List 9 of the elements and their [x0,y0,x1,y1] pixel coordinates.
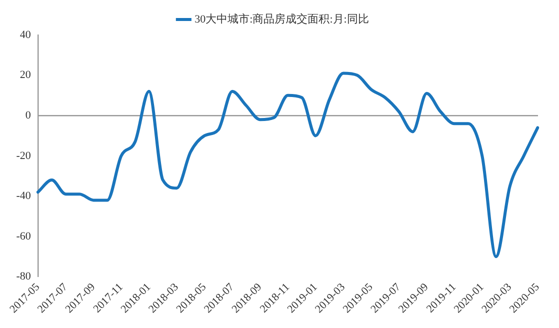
y-tick-label: 0 [25,109,32,122]
legend-label: 30大中城市:商品房成交面积:月:同比 [194,12,369,26]
y-tick-label: -80 [16,270,32,283]
y-tick-label: 40 [20,28,32,41]
y-tick-label: -60 [16,230,32,242]
y-tick-label: -40 [16,190,32,202]
y-tick-label: -20 [16,150,32,162]
y-tick-label: 20 [20,69,32,82]
line-series [36,72,540,258]
